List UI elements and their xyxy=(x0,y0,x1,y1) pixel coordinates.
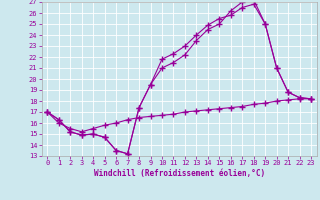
X-axis label: Windchill (Refroidissement éolien,°C): Windchill (Refroidissement éolien,°C) xyxy=(94,169,265,178)
